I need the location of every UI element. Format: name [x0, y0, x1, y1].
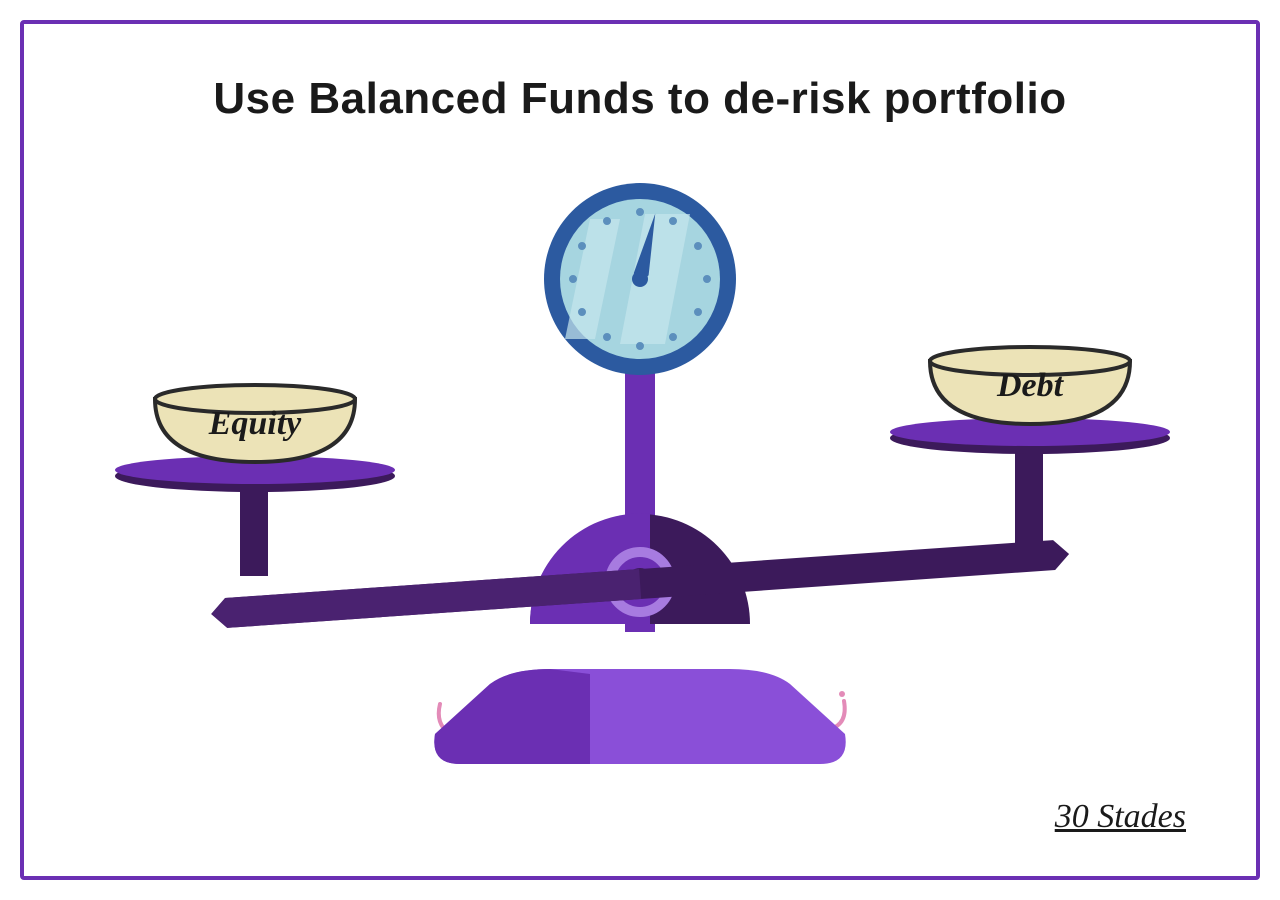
infographic-title: Use Balanced Funds to de-risk portfolio: [24, 74, 1256, 124]
right-hanger: Debt: [890, 347, 1170, 544]
left-hanger: Equity: [115, 385, 395, 576]
right-bowl-label: Debt: [996, 367, 1065, 404]
gauge: [544, 183, 736, 375]
infographic-frame: Use Balanced Funds to de-risk portfolio: [20, 20, 1260, 880]
left-bowl-label: Equity: [208, 405, 302, 442]
credit-text: 30 Stades: [1055, 798, 1186, 836]
accent-dot: [839, 691, 845, 697]
balance-scale-illustration: Equity Debt: [90, 174, 1190, 814]
scale-base: [434, 669, 845, 764]
